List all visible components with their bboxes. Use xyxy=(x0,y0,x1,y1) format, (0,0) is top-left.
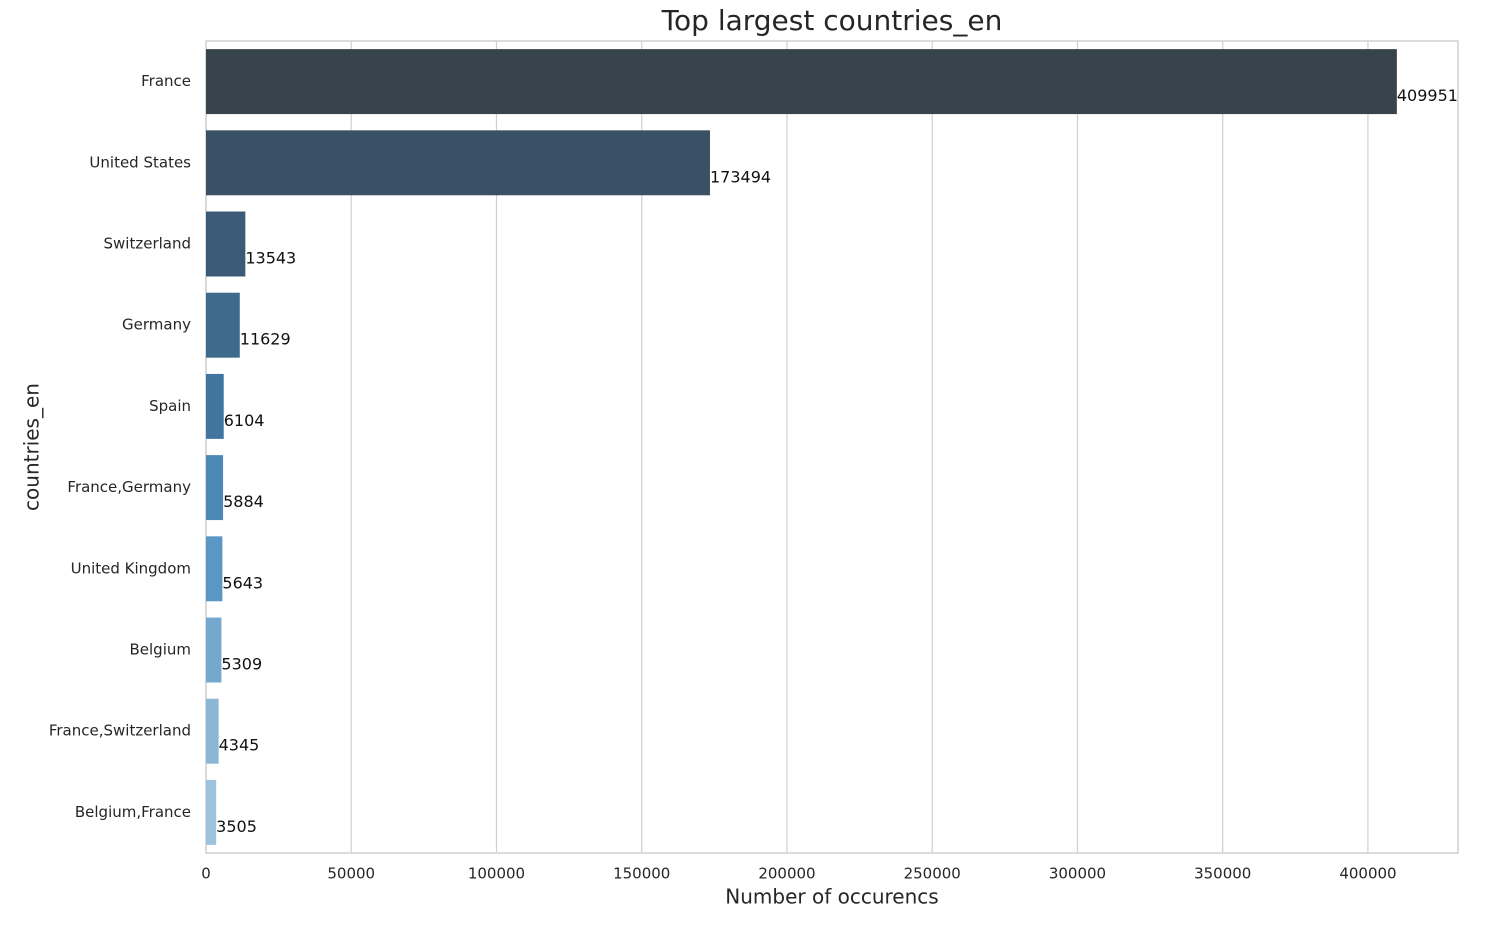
y-tick-label: France,Switzerland xyxy=(49,722,191,740)
x-tick-label: 200000 xyxy=(758,865,815,883)
bar xyxy=(206,455,224,521)
value-label: 5884 xyxy=(223,492,264,511)
bar xyxy=(206,698,219,764)
value-label: 13543 xyxy=(245,249,296,268)
x-tick-label: 100000 xyxy=(468,865,525,883)
bar xyxy=(206,130,710,196)
x-tick-label: 0 xyxy=(201,865,211,883)
y-tick-label: France,Germany xyxy=(67,478,191,496)
x-tick-label: 300000 xyxy=(1049,865,1106,883)
x-tick-label: 50000 xyxy=(327,865,375,883)
x-tick-label: 350000 xyxy=(1194,865,1251,883)
value-label: 5643 xyxy=(222,573,263,592)
x-axis-label: Number of occurencs xyxy=(725,885,938,909)
y-tick-label: Belgium xyxy=(130,641,192,659)
y-tick-label: France xyxy=(141,72,191,90)
y-tick-label: Germany xyxy=(122,316,191,334)
y-tick-label: United Kingdom xyxy=(71,559,191,577)
x-tick-label: 400000 xyxy=(1339,865,1396,883)
bar xyxy=(206,211,246,277)
bar xyxy=(206,292,240,358)
y-tick-label: Belgium,France xyxy=(75,803,191,821)
bar xyxy=(206,373,224,439)
value-label: 4345 xyxy=(219,736,260,755)
y-tick-label: Switzerland xyxy=(104,235,192,253)
y-tick-label: United States xyxy=(89,153,191,171)
bar xyxy=(206,779,217,845)
y-tick-label: Spain xyxy=(149,397,191,415)
value-label: 173494 xyxy=(710,167,771,186)
value-label: 6104 xyxy=(224,411,265,430)
bar xyxy=(206,49,1397,115)
value-label: 3505 xyxy=(216,817,257,836)
chart-title: Top largest countries_en xyxy=(661,4,1003,37)
bar xyxy=(206,536,223,602)
plot-frame xyxy=(205,40,1459,854)
value-label: 409951 xyxy=(1397,86,1458,105)
value-label: 5309 xyxy=(221,655,262,674)
value-label: 11629 xyxy=(240,330,291,349)
x-tick-label: 150000 xyxy=(613,865,670,883)
y-axis-label: countries_en xyxy=(20,383,44,511)
bar xyxy=(206,617,222,683)
x-tick-label: 250000 xyxy=(904,865,961,883)
